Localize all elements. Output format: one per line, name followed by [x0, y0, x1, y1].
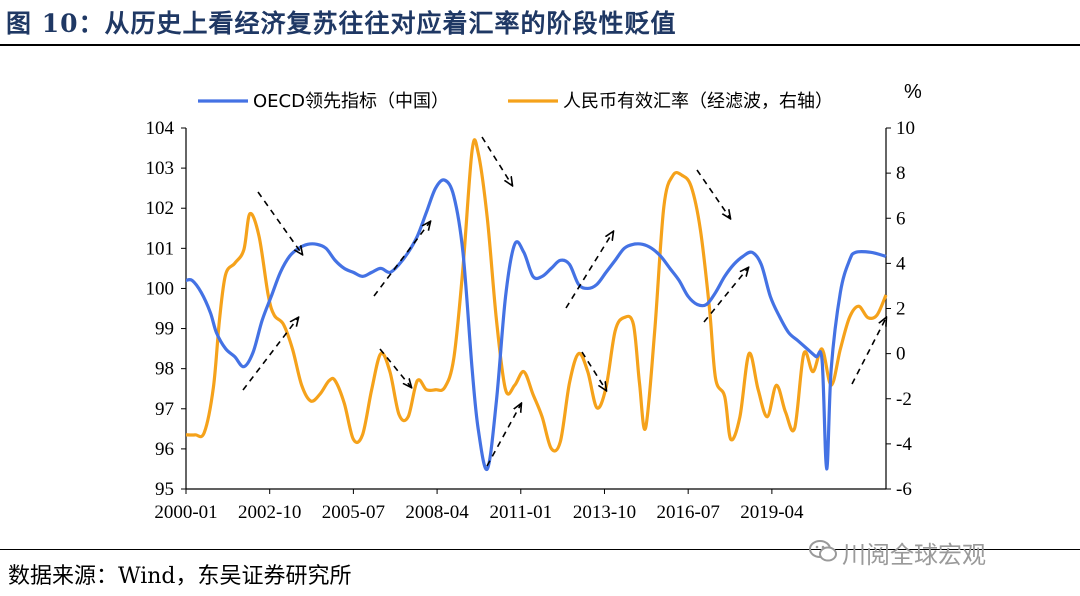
series-line-oecd [185, 178, 887, 471]
right-tick-label: 10 [896, 118, 915, 139]
right-tick-label: -4 [896, 434, 912, 455]
legend-label-oecd: OECD领先指标（中国） [253, 91, 449, 112]
left-tick-label: 98 [155, 359, 174, 380]
x-tick-label: 2000-01 [154, 502, 217, 523]
chart-axes: 95 96 97 98 99 100 101 102 103 104 -6 -4 -2 0 2 4 6 8 10% 2… [146, 81, 923, 523]
series-line-rmb [185, 138, 888, 453]
annotation-arrow [581, 351, 606, 390]
right-tick-label: -6 [896, 479, 912, 500]
left-tick-label: 96 [155, 439, 174, 460]
right-tick-label: -2 [896, 389, 912, 410]
x-tick-label: 2013-10 [573, 502, 636, 523]
legend-label-rmb: 人民币有效汇率（经滤波，右轴） [563, 91, 833, 112]
left-tick-label: 104 [146, 118, 175, 139]
x-tick-label: 2008-04 [405, 502, 469, 523]
right-tick-label: 6 [896, 208, 906, 229]
x-tick-label: 2019-04 [740, 502, 804, 523]
x-tick-label: 2005-07 [322, 502, 385, 523]
left-tick-label: 102 [146, 198, 175, 219]
right-tick-label: 8 [896, 163, 906, 184]
title-divider [0, 44, 1080, 46]
annotation-arrow [379, 348, 411, 387]
chart-legend: OECD领先指标（中国） 人民币有效汇率（经滤波，右轴） [198, 91, 833, 112]
annotation-arrow [373, 222, 430, 297]
annotation-arrow [486, 404, 521, 467]
right-tick-label: 2 [896, 299, 906, 320]
wechat-icon [809, 540, 837, 562]
left-tick-label: 100 [146, 278, 175, 299]
annotation-arrow [851, 318, 886, 385]
annotation-arrow [696, 169, 730, 218]
right-tick-label: 0 [896, 344, 906, 365]
left-tick-label: 103 [146, 158, 175, 179]
annotation-arrow [703, 268, 748, 323]
left-tick-label: 99 [155, 319, 174, 340]
chart-series [185, 138, 888, 471]
x-tick-label: 2002-10 [238, 502, 301, 523]
page-title: 图 10：从历史上看经济复苏往往对应着汇率的阶段性贬值 [6, 9, 677, 38]
left-tick-label: 101 [146, 238, 175, 259]
annotation-arrow [481, 136, 512, 185]
left-tick-label: 95 [155, 479, 174, 500]
annotation-arrow [565, 232, 613, 309]
x-tick-label: 2011-01 [489, 502, 552, 523]
annotation-arrow [242, 318, 298, 391]
right-axis-unit: % [904, 81, 922, 103]
right-tick-label: 4 [896, 253, 906, 274]
watermark: 川阅全球宏观 [842, 541, 986, 569]
left-tick-label: 97 [155, 399, 174, 420]
annotation-arrow [257, 191, 302, 254]
x-tick-label: 2016-07 [657, 502, 720, 523]
source-note: 数据来源：Wind，东吴证券研究所 [8, 564, 352, 589]
chart-annotations [242, 136, 886, 467]
footer-divider [0, 549, 1080, 550]
